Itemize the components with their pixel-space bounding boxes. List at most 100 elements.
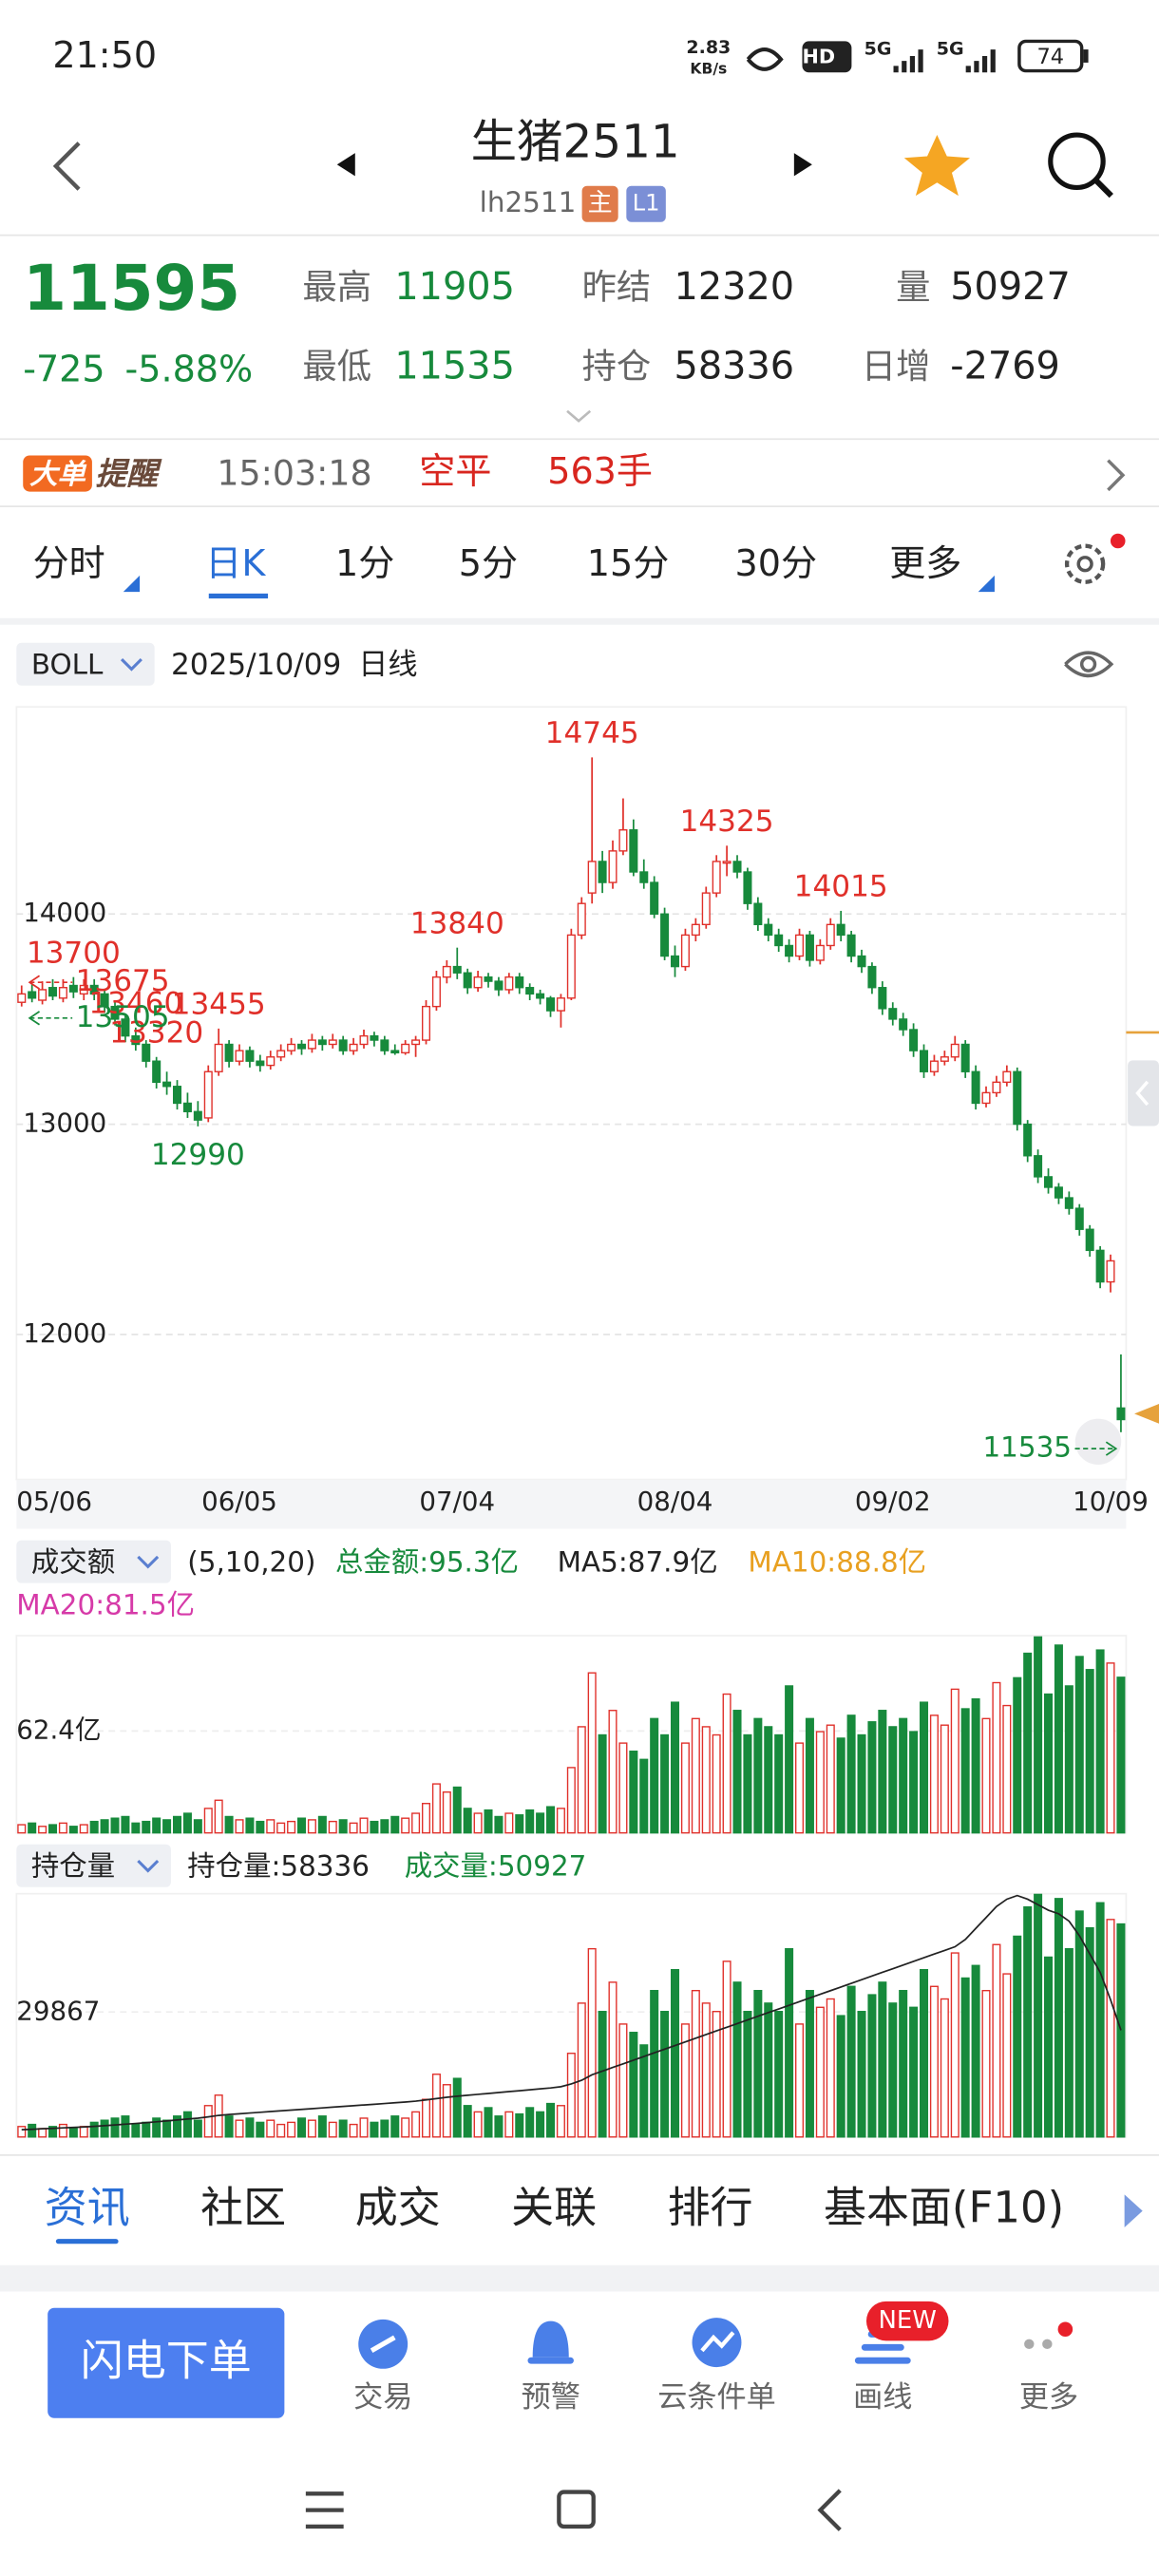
system-menu[interactable] [305,2491,344,2529]
candle-body [971,1070,980,1105]
volume-bar [48,2126,58,2138]
battery [1017,39,1084,73]
price-change: -725 [23,349,104,390]
period-tab[interactable]: 更多 [889,542,961,584]
nav-icon-dot [1042,2339,1053,2350]
info-tab[interactable]: 排行 [668,2183,753,2233]
candle-body [79,984,88,995]
nav-icon-base [527,2357,574,2364]
volume-bar [795,1742,805,1834]
period-tab[interactable]: 1分 [335,542,394,584]
volume-bar [888,2002,898,2138]
candle-body [950,1043,960,1058]
period-tab[interactable]: 15分 [587,542,670,584]
signal-label: 5G [864,39,892,60]
field-label: 量 [896,267,930,308]
candle-body [618,829,628,852]
system-home[interactable] [557,2490,596,2529]
volume-bar [203,1808,213,1834]
info-tab[interactable]: 关联 [511,2183,597,2233]
x-tick-label: 10/09 [1073,1486,1149,1517]
volume-bar [650,1717,659,1834]
candle-body [660,913,670,957]
volume-bar [722,1693,732,1834]
badge [581,185,618,222]
candle-body [504,975,514,991]
side-tab-arrow [1135,1080,1150,1107]
volume-bar [463,1808,472,1834]
search-button[interactable] [1048,132,1106,191]
info-tab-active[interactable]: 资讯 [45,2183,130,2233]
volume-bar [992,1943,1001,2138]
candle-body [826,923,835,947]
settings-button[interactable] [1064,543,1106,584]
candle-body [287,1043,296,1051]
volume-bar [89,1820,99,1834]
candle-body [401,1043,410,1054]
alert-more[interactable] [1107,459,1126,492]
volume-bar [629,1751,638,1834]
indicator-select[interactable] [16,1844,171,1887]
volume-bar [452,1786,462,1834]
favorite-star[interactable] [903,135,970,197]
candle-body [712,861,721,894]
quick-order-button[interactable] [48,2307,285,2418]
nav-icon[interactable] [532,2320,569,2358]
prev-contract[interactable] [336,153,355,177]
field-label: 日增 [862,346,931,387]
expand-toggle[interactable] [566,409,592,423]
divider-band [0,2264,1159,2292]
field-label: 最高 [302,267,371,308]
indicator-select[interactable] [16,642,155,686]
info-tab[interactable]: 社区 [200,2183,286,2233]
main-chart-frame [15,706,1128,1481]
system-back[interactable] [817,2489,842,2531]
candle-body [68,984,78,993]
candle-body [152,1060,162,1084]
volume-bar [929,1985,939,2138]
candle-body [785,944,794,957]
volume-bar [182,1812,192,1834]
side-tab[interactable] [1128,1060,1159,1127]
info-tab[interactable]: 基本面(F10) [824,2183,1064,2233]
period-tab[interactable]: 5分 [459,542,518,584]
volume-bar [442,2084,451,2138]
volume-bar [68,1826,78,1834]
candle-body [297,1043,307,1050]
volume-bar [504,1812,514,1834]
tabs-more[interactable] [1124,2194,1143,2227]
volume-bar [680,1742,690,1834]
candle-body [981,1091,991,1105]
volume-bar [1023,1905,1033,2138]
reset-button[interactable] [1074,1418,1122,1466]
volume-bar [1095,1902,1105,2138]
info-tab[interactable]: 成交 [355,2183,441,2233]
back-button[interactable] [52,142,81,191]
visibility-toggle[interactable] [1064,651,1114,678]
volume-bar [338,1819,348,1834]
period-tab[interactable]: 30分 [735,542,818,584]
volume-bar [1064,1685,1074,1834]
volume-bar [867,1994,877,2138]
next-contract[interactable] [793,153,812,177]
indicator-select[interactable] [16,1540,171,1583]
signal-bars [893,49,923,73]
volume-bar [671,1701,680,1834]
price-annotation: 11535 [982,1431,1072,1464]
volume-bar [121,1815,130,1834]
period-tab-active[interactable]: 日K [205,542,266,584]
nav-icon-glyph [700,2331,735,2353]
price-annotation: 13840 [410,906,504,940]
volume-bar [38,1826,48,1834]
volume-bar [422,1803,431,1834]
volume-bar [577,2002,586,2138]
volume-bar [920,1701,929,1834]
period-tab[interactable]: 分时 [33,542,105,584]
candle-body [774,934,784,947]
hd-badge [802,41,852,73]
nav-icon[interactable] [1024,2339,1035,2350]
candle-body [899,1018,908,1031]
candle-body [556,997,565,1012]
candle-body [671,955,680,968]
